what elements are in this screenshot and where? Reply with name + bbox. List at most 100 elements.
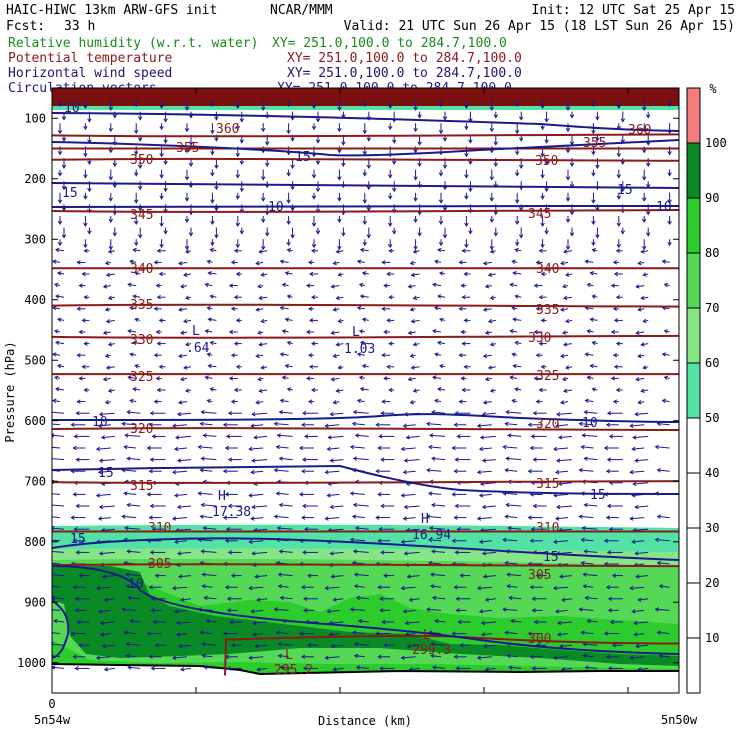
circulation-vector	[105, 365, 115, 370]
circulation-vector	[230, 306, 238, 312]
circulation-vector	[558, 435, 573, 440]
circulation-vector	[335, 249, 344, 254]
circulation-vector	[361, 363, 369, 369]
circulation-vector	[279, 259, 289, 264]
circulation-vector	[264, 227, 270, 237]
circulation-vector	[402, 469, 416, 475]
circulation-vector	[210, 192, 215, 204]
circulation-vector	[324, 516, 340, 521]
circulation-vector	[406, 574, 420, 579]
circulation-vector	[108, 192, 114, 202]
circulation-vector	[379, 608, 391, 613]
circulation-vector	[149, 410, 166, 416]
circulation-vector	[330, 377, 340, 382]
circulation-vector	[586, 618, 598, 624]
circulation-vector	[459, 573, 471, 578]
circulation-vector	[210, 239, 215, 247]
circulation-vector	[476, 469, 492, 475]
circulation-vector	[107, 342, 115, 347]
circulation-vector	[400, 446, 416, 452]
wind-contour-labels: 15 15 10 15 10 10 10 15 15 15 15 10 10	[62, 101, 672, 592]
circulation-vector	[383, 329, 391, 335]
circulation-vector	[489, 169, 495, 181]
circulation-vector	[509, 282, 518, 288]
circulation-vector	[155, 283, 162, 288]
circulation-vector	[176, 632, 188, 637]
circulation-vector	[605, 468, 619, 474]
circulation-vector	[581, 433, 598, 438]
circulation-vector	[606, 457, 623, 462]
circulation-vector	[356, 398, 365, 404]
circulation-vector	[284, 363, 293, 369]
circulation-vector	[126, 502, 141, 508]
circulation-vector	[631, 446, 645, 452]
circulation-vector	[403, 504, 420, 510]
circulation-vector	[224, 492, 238, 497]
theta-contour-360	[52, 133, 679, 138]
circulation-vector	[104, 399, 111, 405]
circulation-vector	[132, 294, 141, 299]
circulation-vector	[239, 227, 245, 235]
circulation-vector	[180, 284, 188, 289]
circulation-vector	[204, 282, 213, 288]
circulation-vector	[504, 514, 518, 519]
circulation-vector	[351, 514, 365, 519]
circulation-vector	[453, 654, 467, 660]
circulation-vector	[235, 364, 242, 370]
circulation-vector	[177, 411, 192, 417]
circulation-vector	[502, 537, 518, 543]
circulation-vector	[661, 259, 670, 264]
circulation-vector	[251, 504, 268, 510]
circulation-vector	[177, 504, 192, 510]
circulation-vector	[489, 216, 495, 223]
circulation-vector	[311, 341, 318, 346]
circulation-vector	[603, 538, 619, 544]
circulation-vector	[335, 295, 344, 301]
circulation-vector	[478, 609, 492, 614]
circulation-vector	[279, 305, 289, 311]
circulation-vector	[565, 123, 571, 133]
circulation-vector	[207, 317, 217, 322]
circulation-vector	[461, 248, 471, 254]
circulation-vector	[184, 216, 190, 223]
circulation-vector	[329, 458, 344, 463]
circulation-vector	[480, 620, 496, 626]
circulation-vector	[301, 422, 314, 428]
circulation-vector	[464, 216, 469, 227]
circulation-vector	[337, 272, 344, 277]
circulation-vector	[362, 100, 368, 107]
y-axis-label: Pressure (hPa)	[3, 341, 17, 442]
circulation-vector	[478, 446, 492, 452]
circulation-vector	[70, 515, 86, 520]
theta-contours	[52, 133, 679, 676]
circulation-vector	[174, 446, 188, 452]
circulation-vector	[256, 667, 268, 672]
circulation-vector	[535, 306, 543, 312]
circulation-vector	[174, 493, 188, 498]
circulation-vector	[183, 272, 192, 277]
circulation-vector	[457, 619, 471, 625]
circulation-vector	[661, 398, 670, 404]
circulation-vector	[640, 342, 649, 347]
circulation-vector	[535, 260, 543, 265]
circulation-vector	[612, 352, 619, 358]
circulation-vector	[356, 305, 365, 311]
circulation-vector	[635, 330, 645, 335]
wind-label: 15	[70, 532, 86, 547]
field-theta-xy: XY= 251.0,100.0 to 284.7,100.0	[287, 51, 522, 66]
circulation-vector	[177, 458, 192, 463]
circulation-vector	[184, 192, 190, 202]
circulation-vector	[432, 665, 446, 670]
circulation-vector	[260, 318, 268, 324]
wind-contour-10-mid	[52, 413, 679, 423]
circulation-vector	[254, 574, 268, 579]
circulation-vector	[635, 377, 645, 382]
circulation-vector	[641, 100, 647, 111]
circulation-vector	[279, 595, 293, 601]
circulation-vector	[606, 410, 623, 416]
circulation-vector	[386, 271, 395, 277]
circulation-vector	[83, 294, 90, 300]
circulation-vector	[464, 192, 469, 200]
circulation-vector	[199, 468, 213, 473]
circulation-vector	[514, 123, 520, 135]
